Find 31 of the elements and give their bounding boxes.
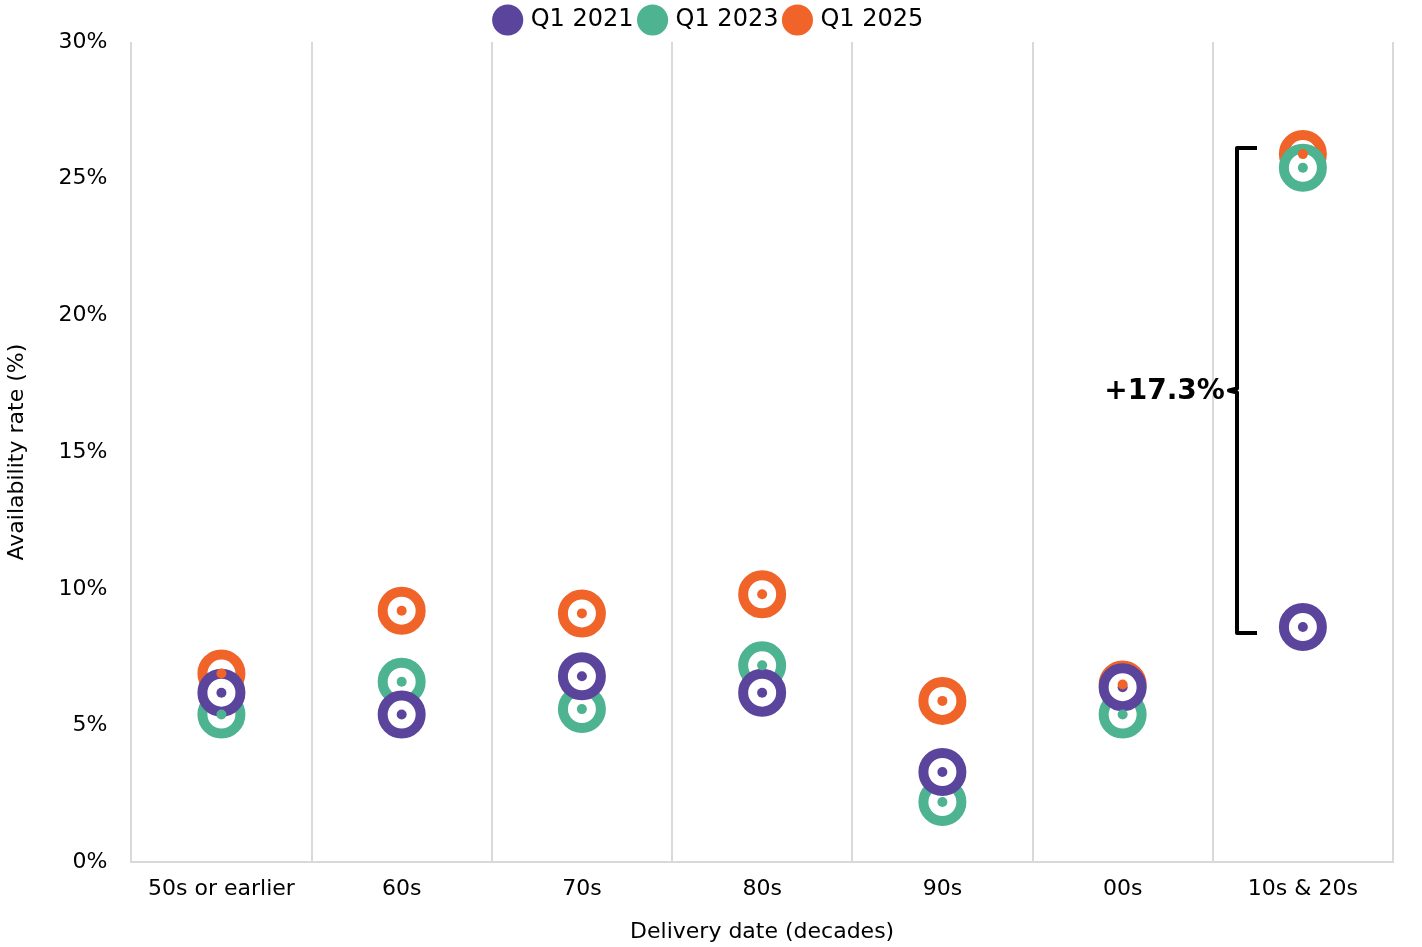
annotation: +17.3% bbox=[1104, 372, 1225, 406]
y-tick-label: 0% bbox=[72, 847, 108, 873]
y-tick-label: 30% bbox=[58, 27, 108, 53]
y-tick-label: 15% bbox=[58, 437, 108, 463]
point bbox=[1278, 143, 1327, 192]
point bbox=[1278, 603, 1327, 652]
x-tick-label: 70s bbox=[562, 875, 602, 901]
y-tick-label: 5% bbox=[72, 711, 108, 737]
point bbox=[197, 668, 246, 717]
point bbox=[377, 586, 426, 635]
point bbox=[918, 747, 967, 796]
point bbox=[738, 570, 787, 619]
point bbox=[557, 589, 606, 638]
y-tick-label: 25% bbox=[58, 164, 108, 190]
x-tick-label: 50s or earlier bbox=[148, 875, 296, 901]
x-tick-label: 00s bbox=[1102, 875, 1143, 901]
x-tick-label: 60s bbox=[381, 875, 422, 901]
legend-label: Q1 2025 bbox=[820, 4, 924, 33]
point bbox=[918, 676, 967, 725]
x-tick-label: 10s & 20s bbox=[1247, 875, 1358, 901]
x-axis-title: Delivery date (decades) bbox=[630, 917, 895, 943]
y-tick-label: 20% bbox=[58, 301, 108, 327]
y-axis-title: Availability rate (%) bbox=[2, 343, 28, 561]
x-tick-label: 90s bbox=[922, 875, 963, 901]
x-tick-label: 80s bbox=[742, 875, 782, 901]
legend-label: Q1 2021 bbox=[530, 4, 634, 33]
point bbox=[738, 668, 787, 717]
legend-label: Q1 2023 bbox=[675, 4, 779, 33]
point bbox=[377, 690, 426, 739]
y-tick-label: 10% bbox=[58, 574, 108, 600]
point bbox=[557, 652, 606, 701]
